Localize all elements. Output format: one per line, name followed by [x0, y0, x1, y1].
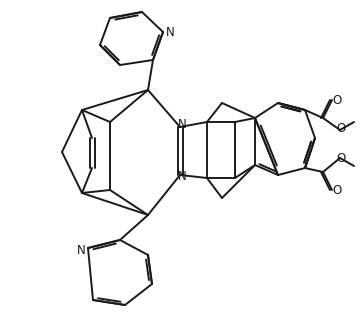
Text: O: O: [332, 184, 342, 197]
Text: N: N: [166, 26, 174, 39]
Text: O: O: [336, 123, 346, 136]
Text: O: O: [332, 94, 342, 107]
Text: N: N: [77, 244, 86, 257]
Text: N: N: [178, 170, 186, 184]
Text: N: N: [178, 118, 186, 131]
Text: O: O: [336, 153, 346, 166]
